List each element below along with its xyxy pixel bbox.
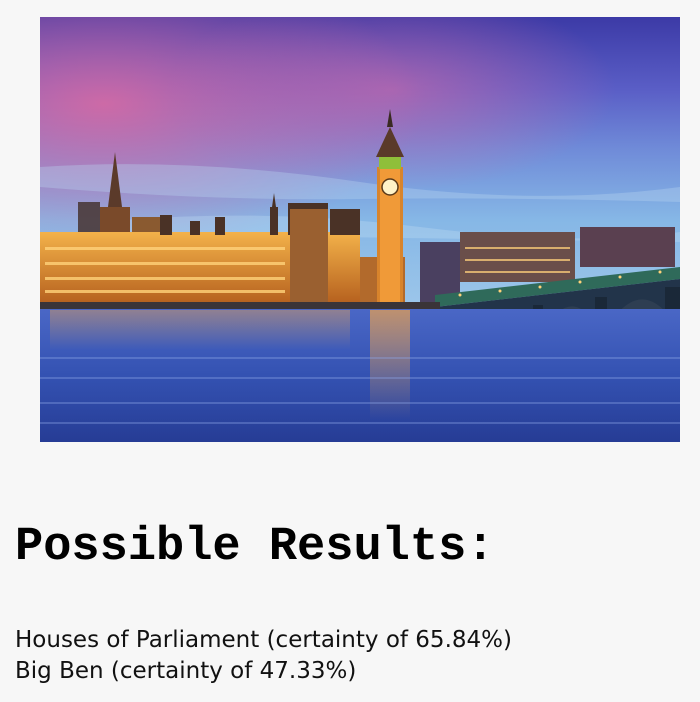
- results-list: Houses of Parliament (certainty of 65.84…: [15, 625, 512, 687]
- result-item-houses-of-parliament: Houses of Parliament (certainty of 65.84…: [15, 627, 512, 653]
- parliament-building: [40, 152, 405, 304]
- riverside-buildings: [420, 227, 675, 302]
- big-ben-tower: [376, 109, 404, 304]
- landmark-photo-image: [40, 17, 680, 442]
- landmark-photo: [40, 17, 680, 442]
- result-item-big-ben: Big Ben (certainty of 47.33%): [15, 658, 357, 684]
- results-heading: Possible Results:: [15, 521, 495, 574]
